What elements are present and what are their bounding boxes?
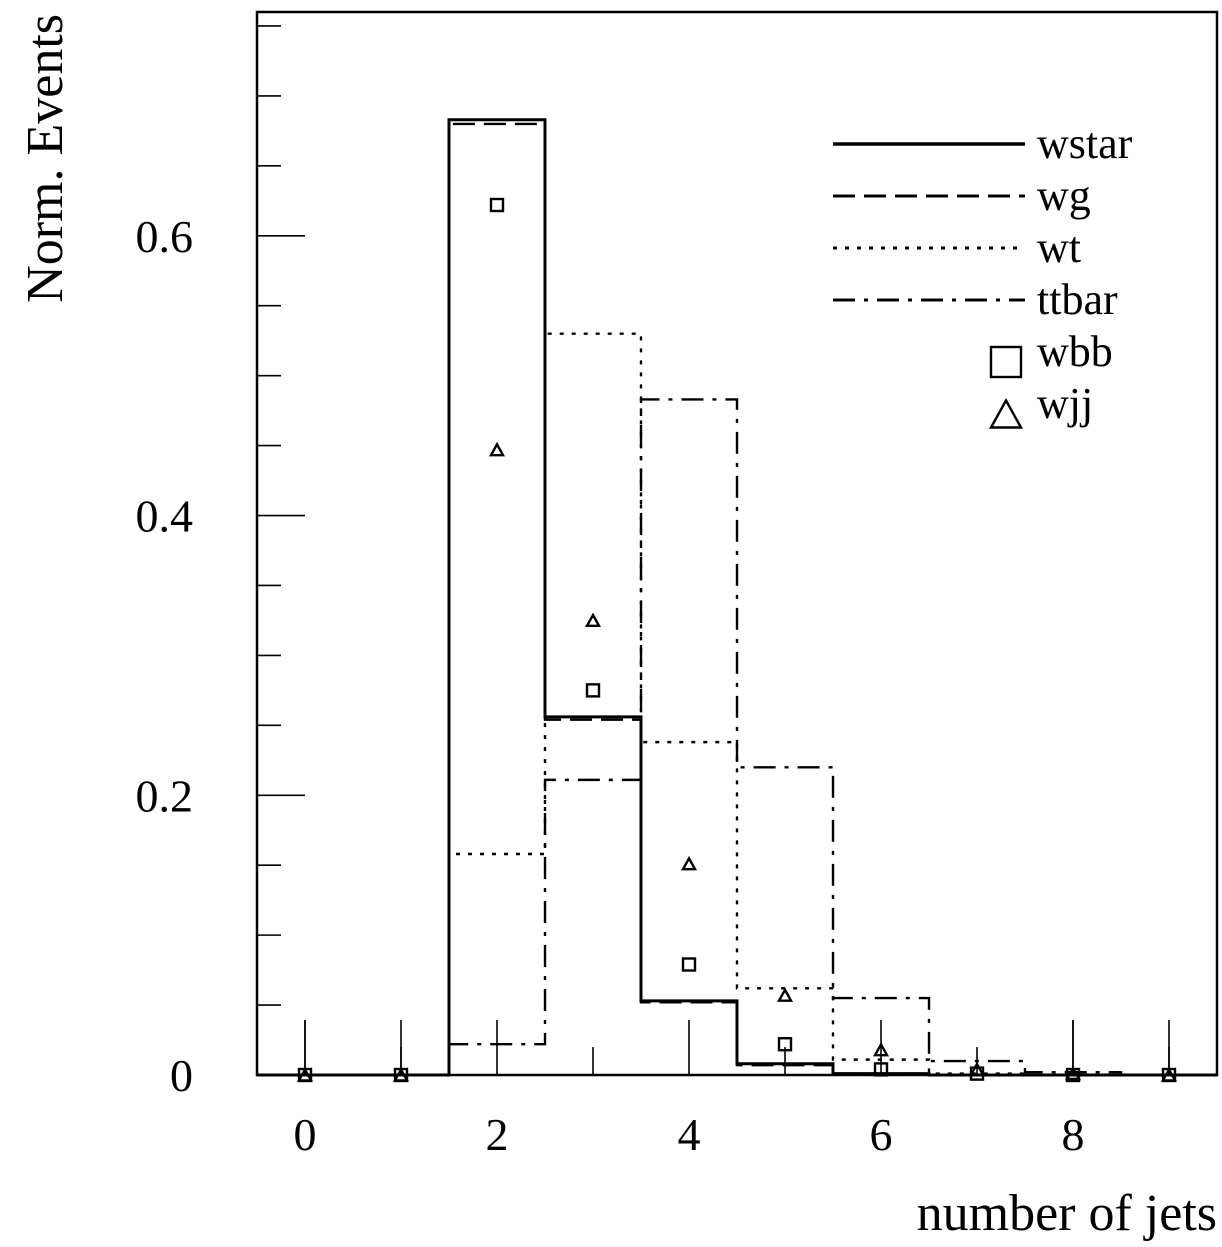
y-tick-label: 0.6 [136, 211, 194, 262]
series-wjj-point [680, 855, 698, 871]
legend-wstar-label: wstar [1037, 119, 1133, 168]
y-axis-ticks: 0 0.2 0.4 0.6 [136, 25, 305, 1101]
x-axis-ticks: 0 2 4 6 8 [294, 1020, 1170, 1160]
series-wjj-point [584, 612, 602, 628]
x-tick-label: 6 [870, 1109, 893, 1160]
y-axis-label: Norm. Events [17, 14, 74, 303]
x-axis-label: number of jets [917, 1185, 1217, 1242]
x-tick-label: 4 [678, 1109, 701, 1160]
series-wjj-point [1064, 1065, 1082, 1081]
series-wjj-point [776, 987, 794, 1002]
series-wbb-point [777, 1037, 793, 1052]
series-wbb-point [873, 1062, 889, 1077]
series-wjj-point [1160, 1067, 1178, 1082]
plot-frame [255, 10, 1219, 1077]
series-wbb-point [489, 197, 505, 213]
legend-ttbar-label: ttbar [1037, 275, 1118, 324]
legend-wbb-label: wbb [1037, 327, 1113, 376]
x-tick-label: 8 [1062, 1109, 1085, 1160]
x-tick-label: 2 [486, 1109, 509, 1160]
series-wg-line [257, 122, 1217, 1077]
series-wt-line [257, 332, 1217, 1077]
y-tick-label: 0.4 [136, 491, 194, 542]
y-tick-label: 0.2 [136, 770, 194, 821]
legend-wjj-label: wjj [1037, 379, 1093, 428]
series-wbb-point [681, 957, 697, 972]
series-wjj-point [872, 1041, 890, 1057]
series-wjj-point [392, 1067, 410, 1082]
series-wjj-point [968, 1061, 986, 1077]
series-layer [257, 118, 1217, 1083]
y-tick-label: 0 [170, 1050, 193, 1101]
x-tick-label: 0 [294, 1109, 317, 1160]
legend-wt-label: wt [1037, 223, 1081, 272]
series-wjj-point [296, 1067, 314, 1082]
legend-wbb-marker [989, 345, 1023, 379]
series-wjj-point [488, 441, 506, 457]
legend-wg-label: wg [1037, 171, 1091, 220]
series-ttbar-line [257, 398, 1217, 1077]
legend-wjj-marker [988, 398, 1024, 429]
series-wbb-point [585, 683, 601, 698]
